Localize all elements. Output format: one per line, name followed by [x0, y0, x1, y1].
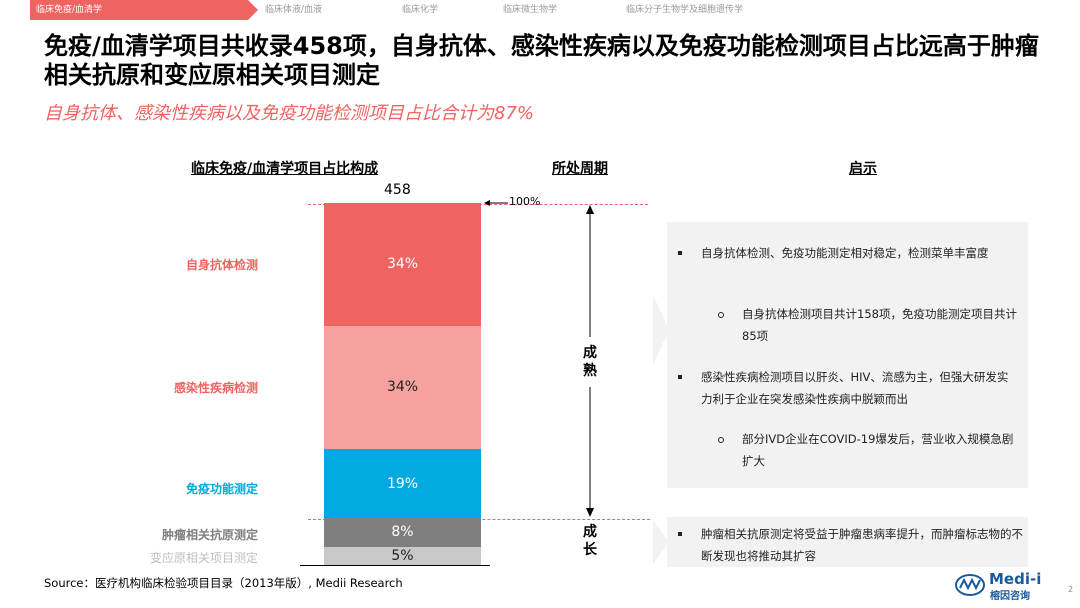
mature-range-arrow-icon: [586, 205, 594, 517]
insight-panel-growth: [667, 517, 1028, 567]
medi-logo-icon: [955, 574, 985, 596]
value-label-allergen: 5%: [391, 548, 414, 564]
page-title: 免疫/血清学项目共收录458项，自身抗体、感染性疾病以及免疫功能检测项目占比远高…: [44, 32, 1039, 89]
nav-tab-molecular[interactable]: 临床分子生物学及细胞遗传学: [626, 5, 744, 15]
insight-sub-2: 部分IVD企业在COVID-19爆发后，营业收入规模急剧扩大: [742, 432, 1014, 468]
bullet-square-icon: [678, 532, 682, 536]
source-note: Source：医疗机构临床检验项目目录（2013年版）, Medii Resea…: [44, 576, 403, 590]
bar-segment-immune-function: [324, 449, 481, 518]
value-label-immune-function: 19%: [386, 476, 419, 492]
logo-subname: 榕因咨询: [990, 591, 1030, 602]
nav-tab-microbiology[interactable]: 临床微生物学: [503, 5, 558, 15]
top-navigation: 临床免疫/血清学 临床体液/血液 临床化学 临床微生物学 临床分子生物学及细胞遗…: [0, 0, 1080, 20]
bar-segment-allergen: [324, 547, 481, 565]
bullet-circle-icon: [718, 437, 724, 443]
category-label-infectious: 感染性疾病检测: [173, 381, 258, 395]
marker-arrow-icon: [484, 200, 508, 206]
nav-tab-chemistry[interactable]: 临床化学: [402, 5, 439, 15]
value-label-tumor-antigen: 8%: [391, 524, 414, 540]
insight-panel-mature: [667, 222, 1028, 488]
nav-arrow-icon: [248, 0, 258, 20]
panel-pointer-icon: [653, 295, 669, 365]
chart-total-label: 458: [384, 182, 411, 198]
chart-baseline: [300, 565, 490, 566]
insight-sub-1: 自身抗体检测项目共计158项，免疫功能测定项目共计85项: [742, 307, 1017, 343]
bullet-circle-icon: [718, 312, 724, 318]
bar-segment-infectious: [324, 326, 481, 449]
insight-bullet-growth: 肿瘤相关抗原测定将受益于肿瘤患病率提升，而肿瘤标志物的不断发现也将推动其扩容: [701, 527, 1023, 563]
bar-segment-autoantibody: [324, 203, 481, 326]
category-label-autoantibody: 自身抗体检测: [185, 258, 258, 272]
value-label-autoantibody: 34%: [386, 256, 419, 272]
insight-bullet-2: 感染性疾病检测项目以肝炎、HIV、流感为主，但强大研发实力利于企业在突发感染性疾…: [701, 370, 1009, 406]
marker-label: 100%: [509, 195, 541, 208]
period-mature-label: 成熟: [583, 345, 597, 379]
category-label-tumor-antigen: 肿瘤相关抗原测定: [161, 528, 258, 542]
page-subtitle: 自身抗体、感染性疾病以及免疫功能检测项目占比合计为87%: [44, 103, 535, 124]
bullet-square-icon: [678, 375, 682, 379]
value-label-infectious: 34%: [386, 379, 419, 395]
category-label-immune-function: 免疫功能测定: [185, 482, 258, 496]
bar-segment-tumor-antigen: [324, 518, 481, 547]
period-column-header: 所处周期: [552, 161, 608, 177]
logo-name: Medi-i: [989, 570, 1042, 588]
page-number: 2: [1068, 585, 1074, 594]
period-growth-label: 成长: [583, 524, 597, 558]
panel-pointer-growth-icon: [653, 520, 669, 564]
insight-column-header: 启示: [849, 161, 877, 177]
insight-bullet-1: 自身抗体检测、免疫功能测定相对稳定，检测菜单丰富度: [701, 246, 989, 260]
nav-tab-immunology[interactable]: 临床免疫/血清学: [30, 0, 248, 20]
chart-column-header: 临床免疫/血清学项目占比构成: [191, 161, 379, 177]
bullet-square-icon: [678, 251, 682, 255]
nav-tab-body-fluid[interactable]: 临床体液/血液: [265, 5, 323, 15]
category-label-allergen: 变应原相关项目测定: [149, 551, 258, 565]
